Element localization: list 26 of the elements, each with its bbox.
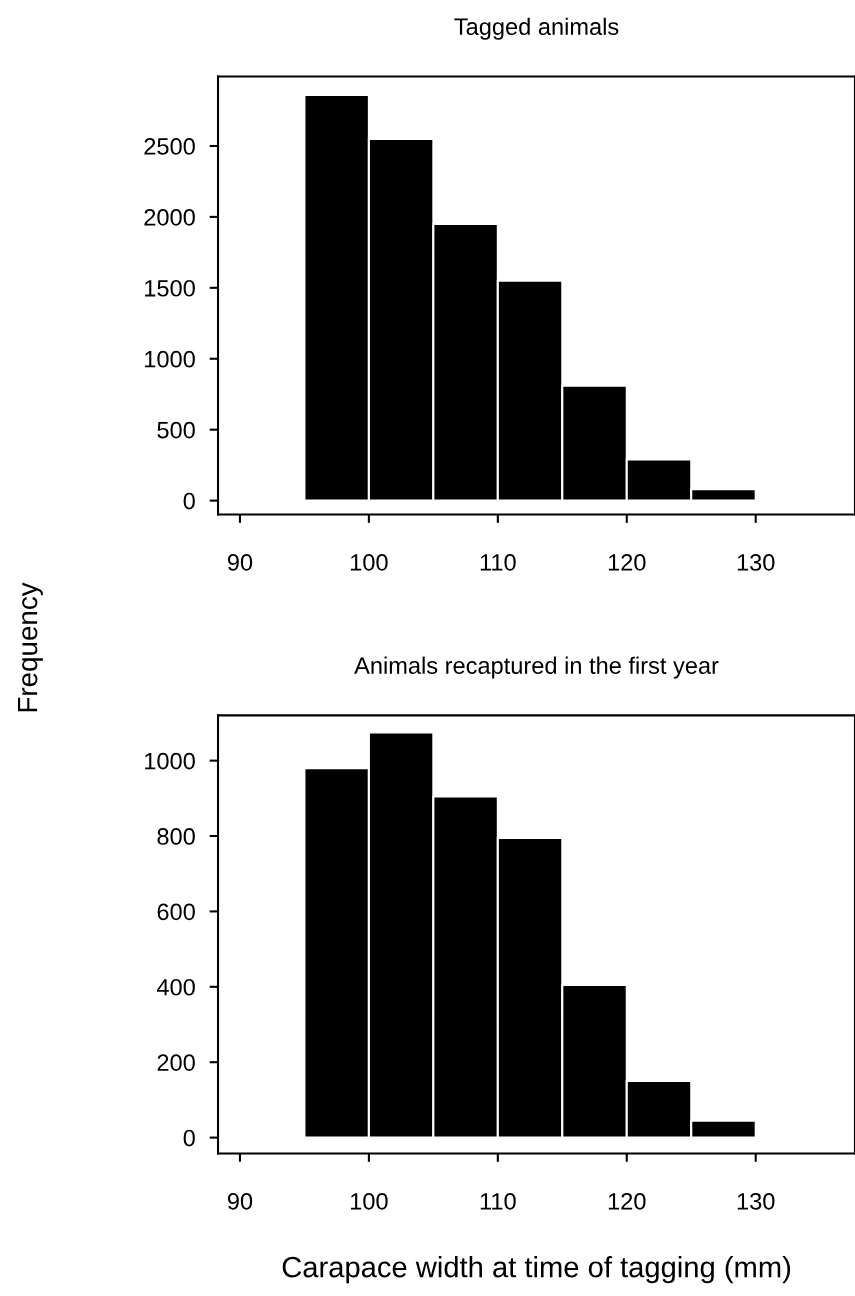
x-tick-label: 110 [480,554,516,571]
y-tick-label: 800 [157,828,195,845]
y-axis-title: Frequency [18,582,43,712]
y-tick-label: 1000 [145,350,195,368]
x-tick-label: 120 [608,1192,646,1210]
x-tick-label: 90 [227,554,253,571]
y-tick-label: 600 [157,903,195,921]
y-tick-label: 2000 [144,208,195,226]
chart-title: Animals recaptured in the first year [354,656,719,679]
y-tick-label: 1000 [145,752,195,770]
y-tick-label: 400 [156,978,195,996]
x-tick-label: 100 [350,554,388,571]
x-tick-label: 90 [227,1192,253,1210]
x-tick-label: 130 [737,554,775,571]
x-tick-label: 100 [350,1192,388,1210]
x-tick-label: 120 [608,554,646,571]
y-tick-label: 500 [157,421,195,439]
x-axis-title: Carapace width at time of tagging (mm) [282,1256,791,1284]
y-tick-label: 200 [157,1054,195,1071]
y-tick-label: 1500 [145,279,195,297]
y-tick-label: 0 [183,492,195,510]
y-tick-label: 0 [183,1129,195,1147]
x-tick-label: 130 [737,1192,775,1210]
chart-title: Tagged animals [454,17,619,40]
x-tick-label: 110 [480,1192,516,1210]
y-tick-label: 2500 [144,138,195,155]
